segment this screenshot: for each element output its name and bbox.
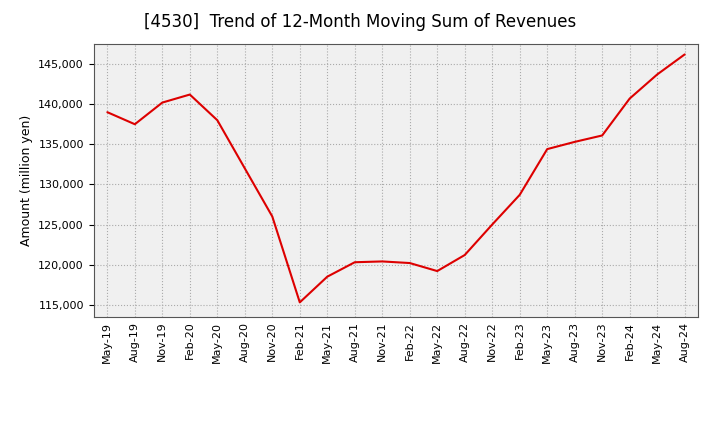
Y-axis label: Amount (million yen): Amount (million yen) bbox=[19, 115, 32, 246]
Text: [4530]  Trend of 12-Month Moving Sum of Revenues: [4530] Trend of 12-Month Moving Sum of R… bbox=[144, 13, 576, 31]
